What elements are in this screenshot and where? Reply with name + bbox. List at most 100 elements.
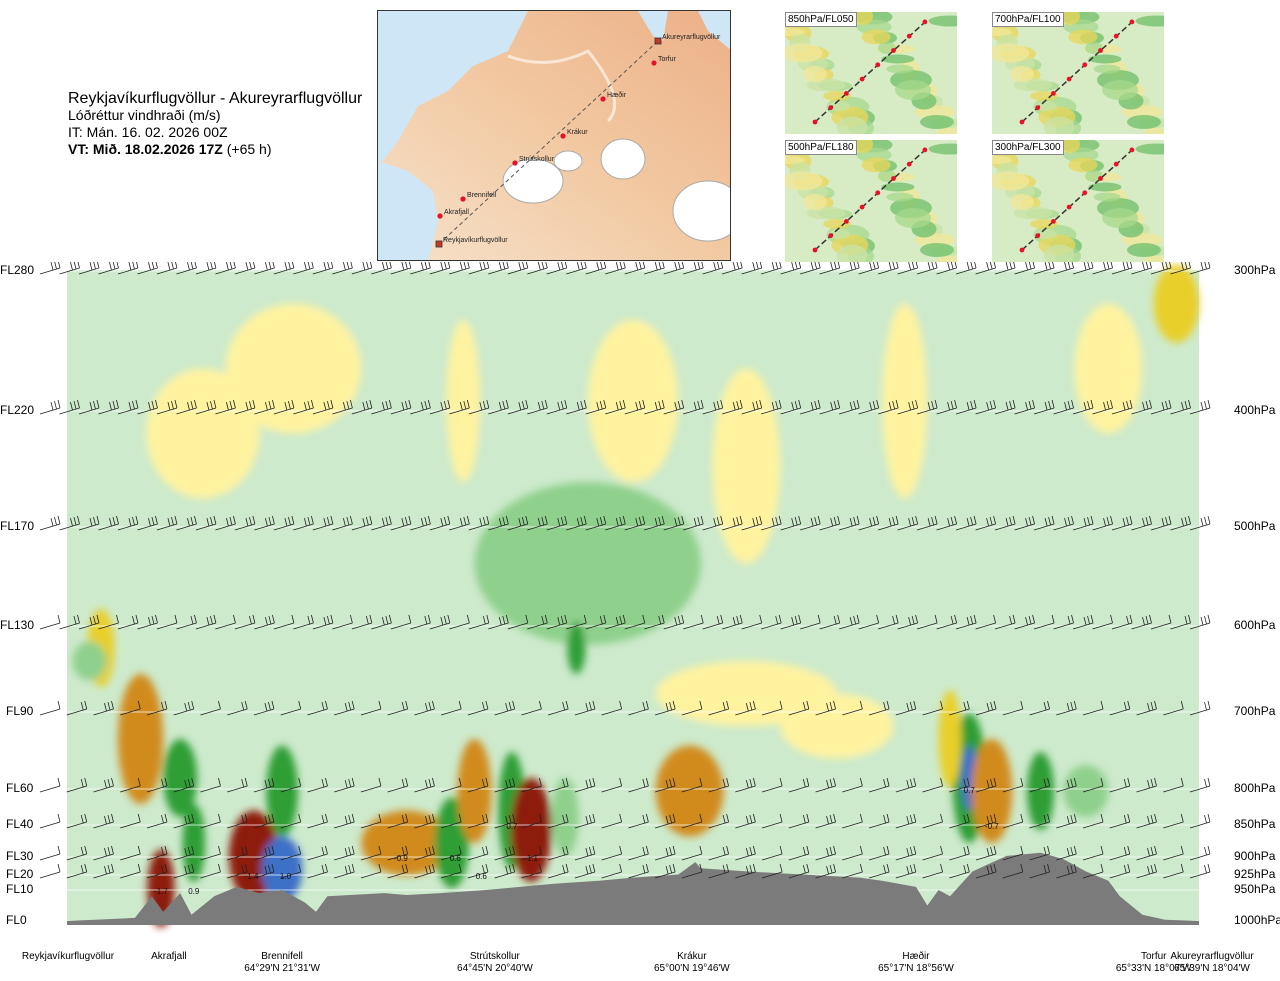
wind-barb (414, 700, 435, 716)
value-label: -0.9 (394, 854, 408, 863)
wind-barb (137, 399, 158, 415)
wind-barb (215, 515, 236, 531)
wind-barb (488, 399, 509, 415)
wind-barb (146, 863, 168, 879)
wind-barb (895, 700, 917, 716)
contour-region (1026, 752, 1055, 830)
wind-barb (839, 262, 860, 275)
wind-barb (601, 813, 623, 829)
wind-barb (195, 262, 217, 275)
contour-region (712, 368, 781, 564)
wind-barb (842, 845, 863, 861)
wind-barb (868, 845, 890, 861)
wind-barb (1002, 863, 1024, 879)
wind-barb (334, 700, 355, 716)
flight-level-label: FL40 (6, 817, 34, 831)
wind-barb (146, 777, 168, 793)
pressure-label: 400hPa (1234, 403, 1276, 417)
wind-barb (1131, 262, 1152, 275)
wind-barb (624, 614, 646, 630)
wind-barb (741, 614, 763, 630)
wind-barb (663, 515, 685, 531)
wind-barb (788, 700, 810, 716)
valid-offset: (+65 h) (226, 141, 272, 157)
wind-barb (1082, 777, 1104, 793)
wind-barb (39, 614, 61, 630)
flight-level-label: FL280 (0, 263, 35, 277)
product-title: Lóðréttur vindhraði (m/s) (68, 107, 221, 123)
wind-barb (507, 262, 529, 275)
wind-barb (895, 863, 917, 879)
wind-barb (467, 777, 489, 793)
wind-barb (146, 813, 168, 829)
wind-barb (410, 515, 431, 531)
map-waypoints: Akureyrarflugvöllur Torfur Hæðir Krákur Strú… (435, 34, 721, 248)
map-waypoint-marker (651, 60, 657, 66)
wind-barb (137, 614, 158, 630)
wind-barb (644, 614, 665, 630)
wind-barb (200, 813, 221, 829)
contour-region (163, 739, 198, 817)
pressure-label: 600hPa (1234, 618, 1276, 632)
wind-barb (761, 515, 782, 531)
wind-barb (878, 399, 899, 415)
wind-barb (548, 777, 569, 793)
wind-barb (1056, 700, 1077, 716)
mini-map-label: 500hPa/FL180 (785, 140, 857, 155)
wind-barb (390, 262, 412, 275)
pressure-label: 925hPa (1234, 867, 1276, 881)
location-coord: 64°45'N 20°40'W (457, 963, 533, 974)
wind-barb (39, 813, 61, 829)
wind-barb (601, 777, 623, 793)
location-label: Reykjavíkurflugvöllur (22, 951, 114, 963)
wind-barb (360, 813, 382, 829)
route-title: Reykjavíkurflugvöllur - Akureyrarflugvöl… (68, 90, 363, 107)
wind-barb (1014, 399, 1035, 415)
wind-barb (293, 614, 314, 630)
wind-barb (195, 515, 217, 531)
wind-barb (156, 399, 178, 415)
wind-barb (1189, 399, 1211, 415)
location-coord: 65°17'N 18°56'W (878, 963, 954, 974)
wind-barb (624, 399, 646, 415)
location-name: Torfur (1140, 951, 1167, 962)
wind-barb (574, 863, 596, 879)
wind-barb (819, 262, 841, 275)
wind-barb (39, 399, 61, 415)
wind-barb (655, 777, 676, 793)
wind-barb (1136, 845, 1157, 861)
wind-barb (360, 863, 382, 879)
wind-barb (488, 262, 509, 275)
wind-barb (173, 845, 195, 861)
contour-region (780, 693, 894, 759)
wind-barb (494, 813, 516, 829)
wind-barb (574, 700, 596, 716)
wind-barb (897, 515, 919, 531)
wind-barb (39, 863, 61, 879)
wind-barb (922, 777, 943, 793)
wind-barb (1056, 845, 1077, 861)
wind-barb (815, 863, 836, 879)
contour-region (117, 674, 164, 804)
wind-barb (227, 863, 248, 879)
wind-barb (1092, 262, 1113, 275)
wind-barb (1189, 262, 1211, 275)
wind-barb (868, 777, 890, 793)
wind-barb (93, 863, 114, 879)
wind-barb (975, 614, 996, 630)
wind-barbs (39, 262, 1211, 879)
wind-barb (780, 515, 802, 531)
wind-barb (1109, 813, 1131, 829)
wind-barb (254, 262, 275, 275)
wind-barb (839, 515, 860, 531)
map-waypoint-label: Torfur (658, 56, 677, 63)
wind-barb (1029, 845, 1050, 861)
location-coord: 65°33'N 18°07'W (1115, 963, 1192, 974)
wind-barb (254, 399, 275, 415)
wind-barb (468, 399, 490, 415)
value-label: 0.6 (476, 872, 488, 881)
wind-barb (566, 262, 587, 275)
wind-barb (371, 515, 392, 531)
wind-barb (521, 845, 542, 861)
wind-barb (1131, 399, 1152, 415)
